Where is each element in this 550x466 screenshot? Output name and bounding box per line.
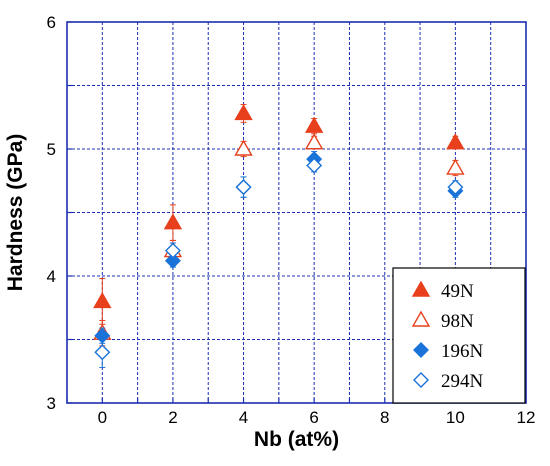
x-tick-label: 10	[446, 408, 465, 427]
x-tick-label: 0	[98, 408, 107, 427]
legend-label: 294N	[441, 371, 484, 392]
point-196N	[164, 252, 181, 269]
point-98N	[304, 133, 324, 150]
x-axis-title: Nb (at%)	[254, 428, 339, 451]
y-tick-label: 4	[47, 267, 56, 286]
point-294N	[235, 179, 252, 196]
legend: 49N 98N 196N 294N	[392, 267, 526, 404]
data-points	[93, 104, 465, 368]
point-98N	[446, 158, 465, 175]
legend-marker-294N	[413, 372, 429, 388]
x-tick-labels: 0 2 4 6 8 10 12	[98, 408, 536, 427]
legend-label: 196N	[441, 341, 484, 362]
x-tick-label: 12	[517, 408, 536, 427]
point-294N	[306, 157, 323, 174]
legend-marker-196N	[413, 342, 429, 358]
point-49N	[446, 133, 465, 150]
legend-marker-49N	[411, 280, 431, 297]
point-294N	[94, 344, 111, 361]
x-tick-label: 2	[168, 408, 177, 427]
point-49N	[93, 291, 112, 309]
y-tick-label: 3	[47, 394, 56, 413]
x-tick-label: 6	[309, 408, 318, 427]
x-tick-label: 4	[239, 408, 248, 427]
legend-label: 49N	[441, 281, 474, 302]
legend-marker-98N	[411, 310, 431, 327]
point-49N	[234, 104, 253, 121]
y-tick-labels: 3 4 5 6	[47, 13, 56, 413]
point-98N	[234, 139, 253, 156]
point-49N	[304, 116, 324, 133]
point-294N	[447, 179, 464, 196]
point-49N	[163, 213, 183, 230]
y-axis-title: Hardness (GPa)	[4, 134, 27, 292]
y-tick-label: 6	[47, 13, 56, 32]
x-tick-label: 8	[380, 408, 389, 427]
legend-label: 98N	[441, 311, 474, 332]
point-294N	[164, 242, 181, 259]
y-tick-label: 5	[47, 140, 56, 159]
